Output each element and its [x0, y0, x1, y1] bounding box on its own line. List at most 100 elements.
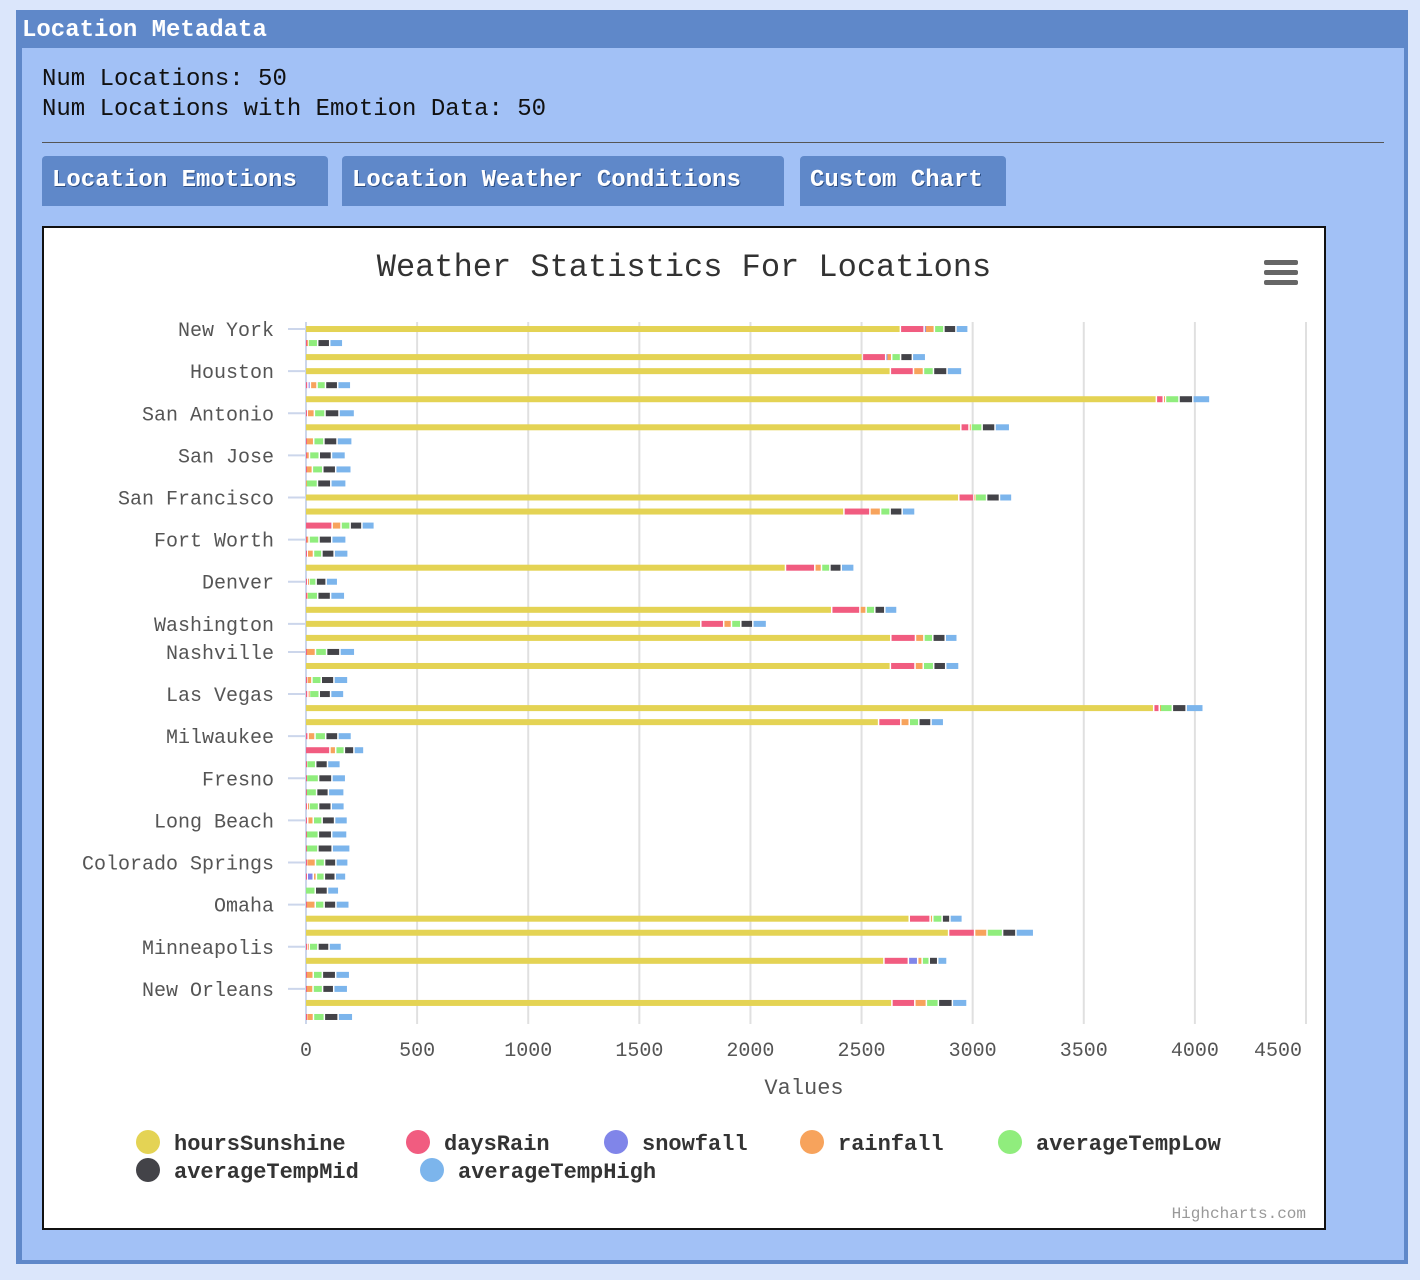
- bar-segment-rainfall[interactable]: [916, 634, 924, 641]
- bar-segment-averageTempLow[interactable]: [314, 971, 322, 978]
- bar-segment-rainfall[interactable]: [306, 466, 312, 473]
- bar-segment-averageTempMid[interactable]: [316, 578, 326, 585]
- bar-segment-averageTempHigh[interactable]: [950, 915, 962, 922]
- bar-segment-averageTempMid[interactable]: [324, 901, 336, 908]
- bar-segment-rainfall[interactable]: [308, 550, 313, 557]
- bar-segment-daysRain[interactable]: [306, 382, 308, 389]
- bar-segment-averageTempHigh[interactable]: [354, 747, 364, 754]
- bar-segment-averageTempHigh[interactable]: [332, 536, 346, 543]
- bar-segment-averageTempHigh[interactable]: [336, 859, 348, 866]
- bar-segment-rainfall[interactable]: [308, 803, 309, 810]
- bar-segment-rainfall[interactable]: [870, 508, 880, 515]
- bar-segment-averageTempHigh[interactable]: [931, 719, 943, 726]
- bar-segment-averageTempHigh[interactable]: [1186, 705, 1203, 712]
- bar-segment-averageTempMid[interactable]: [934, 662, 945, 669]
- bar-segment-averageTempMid[interactable]: [318, 592, 330, 599]
- bar-segment-hoursSunshine[interactable]: [306, 508, 844, 515]
- bar-segment-averageTempLow[interactable]: [308, 592, 317, 599]
- bar-segment-rainfall[interactable]: [914, 368, 923, 375]
- bar-segment-rainfall[interactable]: [925, 326, 934, 333]
- bar-segment-hoursSunshine[interactable]: [306, 662, 890, 669]
- bar-segment-daysRain[interactable]: [306, 943, 307, 950]
- bar-segment-averageTempHigh[interactable]: [362, 522, 374, 529]
- bar-segment-daysRain[interactable]: [306, 733, 308, 740]
- bar-segment-averageTempLow[interactable]: [310, 452, 319, 459]
- bar-segment-averageTempHigh[interactable]: [336, 466, 351, 473]
- bar-segment-averageTempHigh[interactable]: [338, 382, 351, 389]
- bar-segment-averageTempMid[interactable]: [987, 494, 999, 501]
- bar-segment-rainfall[interactable]: [308, 817, 313, 824]
- legend-item-daysRain[interactable]: daysRain: [406, 1130, 550, 1157]
- bar-segment-averageTempLow[interactable]: [892, 354, 900, 361]
- bar-segment-rainfall[interactable]: [307, 859, 315, 866]
- bar-segment-averageTempLow[interactable]: [1166, 396, 1179, 403]
- legend-item-hoursSunshine[interactable]: hoursSunshine: [136, 1130, 346, 1157]
- bar-segment-daysRain[interactable]: [306, 578, 307, 585]
- bar-segment-averageTempHigh[interactable]: [842, 564, 854, 571]
- bar-segment-averageTempLow[interactable]: [317, 873, 324, 880]
- tab-custom-chart[interactable]: Custom Chart: [800, 156, 1006, 206]
- bar-segment-rainfall[interactable]: [901, 719, 909, 726]
- bar-segment-averageTempLow[interactable]: [306, 845, 318, 852]
- bar-segment-averageTempLow[interactable]: [308, 340, 317, 347]
- bar-segment-averageTempLow[interactable]: [924, 368, 933, 375]
- bar-segment-averageTempLow[interactable]: [310, 943, 318, 950]
- tab-location-weather-conditions[interactable]: Location Weather Conditions: [342, 156, 784, 206]
- bar-segment-rainfall[interactable]: [308, 691, 310, 698]
- bar-segment-averageTempLow[interactable]: [315, 733, 325, 740]
- bar-segment-averageTempLow[interactable]: [922, 957, 929, 964]
- bar-segment-rainfall[interactable]: [969, 424, 971, 431]
- bar-segment-averageTempHigh[interactable]: [946, 634, 957, 641]
- bar-segment-daysRain[interactable]: [306, 1013, 307, 1020]
- bar-segment-daysRain[interactable]: [306, 859, 307, 866]
- bar-segment-rainfall[interactable]: [1160, 705, 1161, 712]
- bar-segment-averageTempMid[interactable]: [322, 817, 334, 824]
- bar-segment-hoursSunshine[interactable]: [306, 424, 961, 431]
- bar-segment-averageTempLow[interactable]: [306, 789, 316, 796]
- bar-segment-averageTempHigh[interactable]: [336, 901, 349, 908]
- bar-segment-daysRain[interactable]: [306, 761, 307, 768]
- bar-segment-averageTempMid[interactable]: [345, 747, 354, 754]
- bar-segment-averageTempLow[interactable]: [822, 564, 830, 571]
- bar-segment-averageTempMid[interactable]: [1003, 929, 1016, 936]
- bar-segment-daysRain[interactable]: [306, 901, 307, 908]
- bar-segment-rainfall[interactable]: [307, 943, 309, 950]
- bar-segment-averageTempHigh[interactable]: [338, 733, 351, 740]
- bar-segment-daysRain[interactable]: [961, 424, 969, 431]
- bar-segment-daysRain[interactable]: [891, 662, 915, 669]
- bar-segment-averageTempLow[interactable]: [336, 747, 344, 754]
- bar-segment-rainfall[interactable]: [815, 564, 821, 571]
- bar-segment-daysRain[interactable]: [306, 466, 307, 473]
- bar-segment-snowfall[interactable]: [308, 382, 310, 389]
- bar-segment-averageTempHigh[interactable]: [332, 775, 345, 782]
- bar-segment-daysRain[interactable]: [884, 957, 908, 964]
- bar-segment-averageTempLow[interactable]: [306, 831, 318, 838]
- bar-segment-rainfall[interactable]: [306, 480, 307, 487]
- bar-segment-averageTempMid[interactable]: [320, 691, 330, 698]
- bar-segment-averageTempMid[interactable]: [933, 634, 945, 641]
- bar-segment-averageTempMid[interactable]: [1173, 705, 1186, 712]
- bar-segment-averageTempMid[interactable]: [326, 382, 337, 389]
- bar-segment-averageTempMid[interactable]: [934, 368, 947, 375]
- legend-item-rainfall[interactable]: rainfall: [800, 1130, 944, 1157]
- bar-segment-daysRain[interactable]: [891, 634, 915, 641]
- bar-segment-rainfall[interactable]: [724, 620, 731, 627]
- bar-segment-daysRain[interactable]: [306, 522, 332, 529]
- bar-segment-daysRain[interactable]: [786, 564, 815, 571]
- bar-segment-daysRain[interactable]: [306, 747, 330, 754]
- bar-segment-averageTempLow[interactable]: [924, 634, 933, 641]
- bar-segment-averageTempHigh[interactable]: [337, 438, 352, 445]
- bar-segment-daysRain[interactable]: [1154, 705, 1159, 712]
- bar-segment-averageTempLow[interactable]: [309, 536, 319, 543]
- legend-item-averageTempHigh[interactable]: averageTempHigh: [420, 1158, 656, 1185]
- bar-segment-averageTempLow[interactable]: [312, 677, 321, 684]
- bar-segment-averageTempLow[interactable]: [732, 620, 741, 627]
- bar-segment-averageTempMid[interactable]: [982, 424, 995, 431]
- bar-segment-averageTempLow[interactable]: [971, 424, 982, 431]
- bar-segment-averageTempMid[interactable]: [322, 550, 334, 557]
- bar-segment-rainfall[interactable]: [308, 578, 309, 585]
- bar-segment-rainfall[interactable]: [332, 522, 341, 529]
- bar-segment-averageTempHigh[interactable]: [328, 887, 339, 894]
- bar-segment-rainfall[interactable]: [306, 536, 309, 543]
- bar-segment-daysRain[interactable]: [901, 326, 924, 333]
